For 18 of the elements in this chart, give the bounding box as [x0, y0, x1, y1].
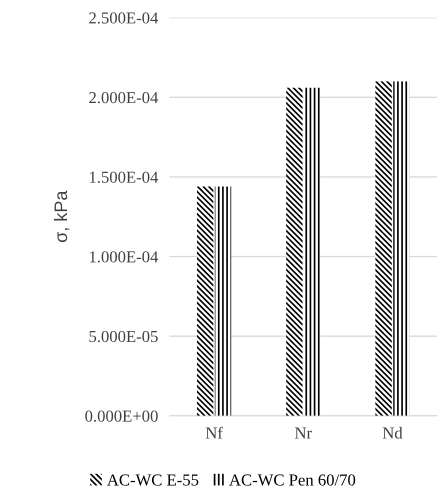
y-tick-label: 1.500E-04 [90, 172, 158, 183]
y-tick-label: 0.000E+00 [85, 410, 158, 422]
x-tick-label: Nd [382, 426, 402, 439]
y-tick-label: 1.000E-04 [90, 251, 158, 263]
legend-label: AC-WC Pen 60/70 [229, 474, 356, 486]
y-tick-label: 2.000E-04 [89, 92, 158, 104]
bar [375, 81, 392, 416]
bar [304, 88, 320, 416]
bar [196, 186, 214, 416]
bar [286, 88, 303, 416]
y-tick-label: 2.500E-04 [89, 12, 158, 24]
y-tick-label: 5.000E-05 [89, 330, 158, 342]
y-axis-title: σ, kPa [54, 190, 70, 242]
x-tick-label: Nf [206, 426, 223, 438]
bar [214, 186, 232, 416]
legend-label: AC-WC E-55 [107, 474, 198, 486]
x-tick-label: Nr [294, 428, 312, 438]
bar [393, 81, 410, 416]
